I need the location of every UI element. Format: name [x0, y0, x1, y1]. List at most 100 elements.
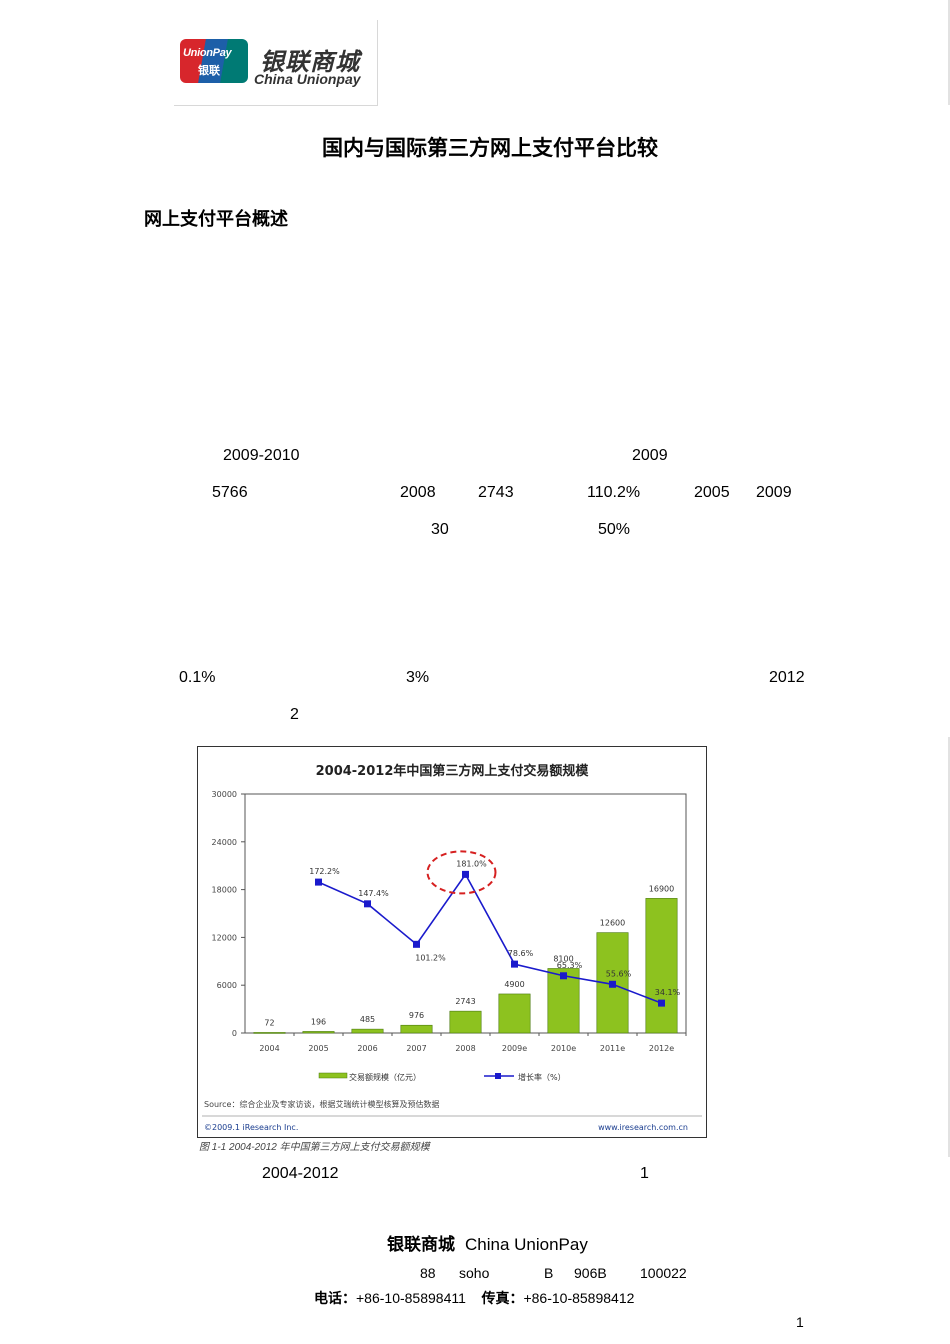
chart-website: www.iresearch.com.cn: [598, 1123, 688, 1132]
body-number: 5766: [212, 484, 248, 501]
bar-value-label: 196: [311, 1017, 326, 1026]
chart-container: 2004-2012年中国第三方网上支付交易额规模 0 6000 12000 18000 2…: [197, 746, 707, 1138]
growth-label: 55.6%: [606, 969, 632, 978]
y-tick-label: 24000: [212, 838, 237, 847]
unionpay-logo: UnionPay 银联 银联商城 China Unionpay: [174, 20, 378, 106]
bar-value-label: 976: [409, 1011, 424, 1020]
body-number: 110.2%: [587, 484, 641, 501]
fax-number: +86-10-85898412: [523, 1290, 635, 1306]
page-number: 1: [796, 1314, 804, 1330]
body-number: 2009: [632, 447, 668, 464]
x-tick-label: 2005: [308, 1044, 328, 1053]
x-tick-label: 2007: [406, 1044, 426, 1053]
body-number: 2008: [400, 484, 436, 501]
legend-bar-swatch: [318, 1072, 348, 1079]
bar: [449, 1010, 482, 1034]
growth-point: [511, 960, 518, 968]
bar: [498, 993, 531, 1034]
x-tick-label: 2009e: [502, 1044, 527, 1053]
body-number: 2012: [769, 669, 805, 686]
growth-label: 181.0%: [456, 859, 487, 868]
x-tick-label: 2006: [357, 1044, 377, 1053]
legend-line-label: 增长率（%）: [518, 1072, 566, 1082]
footer-address-part: 88: [420, 1265, 436, 1281]
growth-point: [560, 972, 567, 980]
body-number: 30: [431, 521, 449, 538]
x-tick-label: 2004: [259, 1044, 279, 1053]
y-tick-label: 0: [232, 1029, 237, 1038]
footer-brand-en: China UnionPay: [465, 1235, 588, 1254]
growth-point: [658, 999, 665, 1007]
bar-value-label: 4900: [504, 980, 524, 989]
bar: [351, 1028, 384, 1034]
body-number: 3%: [406, 669, 430, 686]
footer-contact: 电话：+86-10-85898411 传真：+86-10-85898412: [314, 1288, 634, 1308]
chart-source: Source：综合企业及专家访谈，根据艾瑞统计模型核算及预估数据: [204, 1099, 439, 1109]
growth-point: [364, 900, 371, 908]
logo-name-en: China Unionpay: [254, 71, 361, 87]
growth-point: [315, 878, 322, 886]
chart-copyright: ©2009.1 iResearch Inc.: [204, 1123, 298, 1132]
bar-value-label: 16900: [649, 884, 674, 893]
growth-line: [318, 872, 662, 1004]
footer-address-part: B: [544, 1265, 554, 1281]
highlight-circle: [426, 850, 497, 895]
logo-name-cn: 银联商城: [260, 49, 360, 76]
y-tick-label: 30000: [212, 790, 237, 799]
y-tick-label: 12000: [212, 933, 237, 942]
body-number: 2009-2010: [223, 447, 300, 464]
bar-value-label: 485: [360, 1015, 375, 1024]
legend-bar-label: 交易额规模（亿元）: [349, 1072, 421, 1082]
bar-value-label: 2743: [455, 997, 475, 1006]
x-tick-label: 2012e: [649, 1044, 674, 1053]
bar-value-label: 72: [264, 1018, 274, 1027]
growth-label: 172.2%: [309, 867, 340, 876]
body-number: 2005: [694, 484, 730, 501]
bar: [302, 1031, 335, 1034]
chart-svg: 2004-2012年中国第三方网上支付交易额规模 0 6000 12000 18000 2…: [202, 763, 702, 1132]
body-number: 1: [640, 1165, 649, 1182]
y-tick-label: 6000: [217, 981, 237, 990]
footer-address-part: 906B: [574, 1265, 607, 1281]
page-edge-line: [948, 0, 950, 105]
badge-text-bottom: 银联: [198, 65, 220, 77]
body-number: 50%: [598, 521, 631, 538]
fax-label: 传真：: [481, 1290, 524, 1306]
footer-address-part: soho: [459, 1265, 490, 1281]
bar-value-label: 8100: [553, 954, 573, 963]
x-tick-label: 2011e: [600, 1044, 625, 1053]
body-number: 2004-2012: [262, 1165, 339, 1182]
document-title: 国内与国际第三方网上支付平台比较: [322, 137, 658, 160]
growth-label: 34.1%: [655, 988, 681, 997]
growth-label: 65.3%: [557, 961, 583, 970]
phone-number: +86-10-85898411: [356, 1290, 466, 1306]
body-number: 2: [290, 706, 299, 723]
y-tick-label: 18000: [212, 886, 237, 895]
body-number: 0.1%: [179, 669, 216, 686]
x-tick-label: 2008: [455, 1044, 475, 1053]
phone-label: 电话：: [314, 1290, 356, 1306]
bar: [400, 1024, 433, 1034]
chart-title: 2004-2012年中国第三方网上支付交易额规模: [316, 763, 590, 779]
bar-value-label: 12600: [600, 919, 625, 928]
page-edge-line-chart: [948, 737, 950, 1157]
chart-caption: 图 1-1 2004-2012 年中国第三方网上支付交易额规模: [199, 1142, 430, 1153]
x-tick-label: 2010e: [551, 1044, 576, 1053]
unionpay-badge: UnionPay 银联: [180, 39, 248, 83]
body-number: 2743: [478, 484, 514, 501]
growth-point: [609, 980, 616, 988]
bar: [645, 898, 678, 1034]
badge-text-top: UnionPay: [183, 47, 232, 59]
footer-brand-cn: 银联商城: [387, 1235, 455, 1254]
growth-label: 101.2%: [415, 953, 446, 962]
body-number: 2009: [756, 484, 792, 501]
growth-label: 78.6%: [508, 949, 534, 958]
growth-point: [413, 940, 420, 948]
growth-point: [462, 870, 469, 878]
bar: [253, 1032, 286, 1034]
footer-brand: 银联商城 China UnionPay: [387, 1230, 588, 1255]
section-heading: 网上支付平台概述: [144, 209, 288, 229]
growth-label: 147.4%: [358, 889, 389, 898]
footer-address-part: 100022: [640, 1265, 687, 1281]
legend-line-marker: [495, 1073, 501, 1079]
